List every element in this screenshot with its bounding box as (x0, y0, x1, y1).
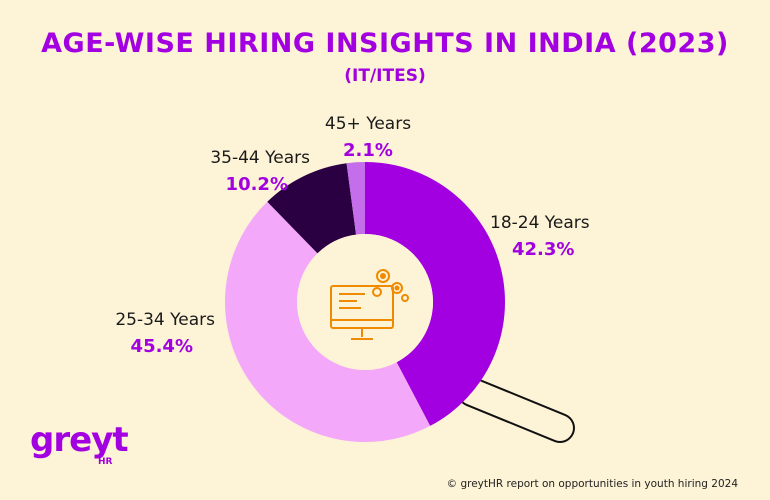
slice-label-name: 45+ Years (325, 114, 411, 134)
slice-label-value: 2.1% (343, 140, 393, 161)
slice-18-24-years (365, 162, 505, 426)
donut-hole (297, 234, 433, 370)
slice-label-value: 42.3% (512, 239, 574, 260)
slice-label-value: 45.4% (131, 336, 193, 357)
slice-label-value: 10.2% (226, 174, 288, 195)
greythr-logo-sub: HR (98, 457, 113, 467)
slice-25-34-years (224, 201, 431, 442)
slice-label-name: 35-44 Years (210, 148, 310, 168)
footer-credit: © greytHR report on opportunities in you… (446, 478, 738, 490)
magnifier-handle (457, 377, 575, 443)
slice-35-44-years (267, 163, 357, 254)
slice-45-years (346, 162, 365, 235)
slice-label-name: 25-34 Years (115, 310, 215, 330)
chart-title: AGE-WISE HIRING INSIGHTS IN INDIA (2023) (41, 28, 729, 59)
chart-subtitle: (IT/ITES) (344, 66, 426, 86)
slice-label-name: 18-24 Years (490, 213, 590, 233)
computer-gears-icon (330, 269, 409, 340)
greythr-logo: greyt (30, 420, 129, 460)
